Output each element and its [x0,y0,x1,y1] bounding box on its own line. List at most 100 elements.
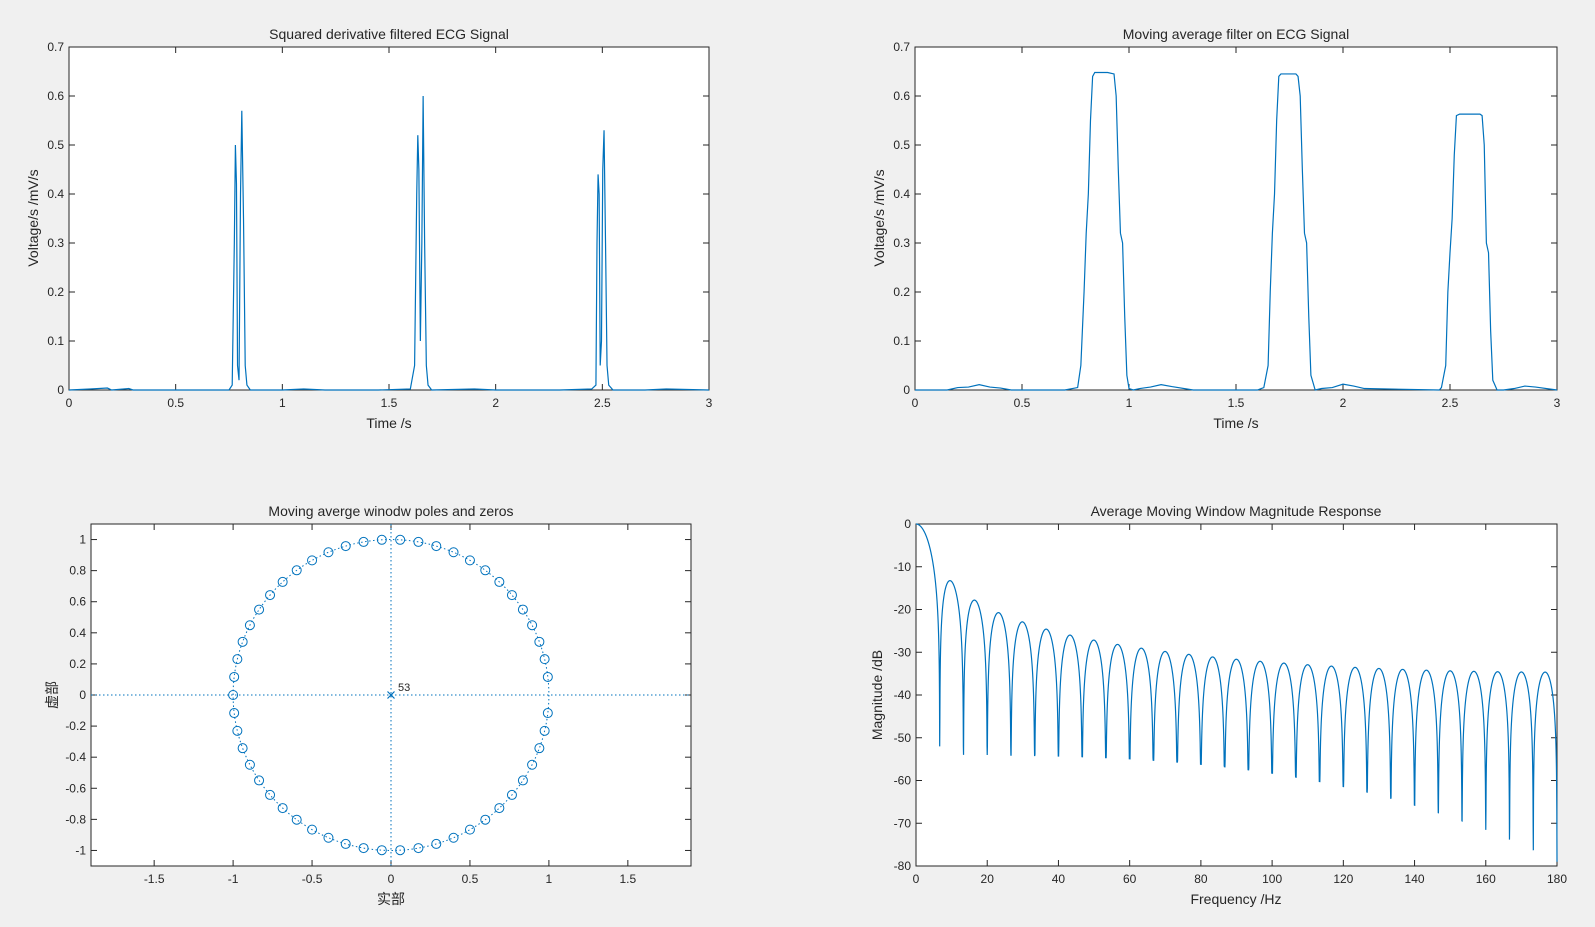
y-tick-label: 0.2 [69,657,86,671]
zero-marker [265,789,276,800]
x-axis-label: Frequency /Hz [1190,891,1281,907]
x-tick-label: 1 [1126,396,1133,410]
zero-marker [480,565,491,576]
y-axis-label: 虚部 [44,681,60,709]
zero-marker [395,845,406,856]
zero-marker [291,565,302,576]
x-tick-label: 0 [913,872,920,886]
zero-marker [448,547,459,558]
y-tick-label: 0 [79,688,86,702]
y-tick-label: -80 [894,859,912,873]
y-axis-label: Magnitude /dB [869,650,885,740]
x-axis-label: Time /s [366,415,411,431]
y-tick-label: 0 [903,383,910,397]
zero-marker [527,620,538,631]
zero-marker [254,775,265,786]
y-tick-label: 0.6 [69,595,86,609]
y-tick-label: 0.4 [47,187,64,201]
y-tick-label: 0.3 [47,236,64,250]
x-axis-label: Time /s [1213,415,1258,431]
axes-box [68,46,710,391]
zero-marker [323,832,334,843]
zero-marker [232,725,243,736]
y-tick-label: 0.6 [47,89,64,103]
chart-title: Average Moving Window Magnitude Response [1091,503,1382,519]
axes-box [915,523,1558,867]
x-tick-label: 0.5 [167,396,184,410]
tick-group: 0 0.5 1 1.5 2 2.5 3 0 0.1 0.2 0.3 0.4 0.5 0.6 0.7 [893,40,1560,410]
y-tick-label: -0.4 [65,750,86,764]
y-tick-label: 0.5 [47,138,64,152]
zero-marker [229,671,240,682]
plot-area [916,523,1558,862]
y-tick-label: -20 [894,603,912,617]
zero-marker [340,838,351,849]
zero-marker [506,789,517,800]
x-tick-label: 1 [546,872,553,886]
x-tick-label: 0.5 [462,872,479,886]
subplot-moving-average: Moving average filter on ECG Signal Time… [871,26,1561,431]
zero-marker [307,824,318,835]
zero-marker [340,541,351,552]
tick-group: 0 0.5 1 1.5 2 2.5 3 0 0.1 0.2 0.3 0.4 0.5 0.6 0.7 [47,40,712,410]
x-tick-label: 180 [1547,872,1567,886]
zero-marker [506,590,517,601]
x-tick-label: 1.5 [1228,396,1245,410]
x-tick-label: 0.5 [1014,396,1031,410]
x-tick-label: 1.5 [381,396,398,410]
zero-marker [376,534,387,545]
x-tick-label: 2 [1340,396,1347,410]
x-tick-label: 120 [1333,872,1353,886]
series-line [915,71,1558,391]
y-tick-label: -40 [894,688,912,702]
y-tick-label: -50 [894,731,912,745]
x-tick-label: 3 [1554,396,1561,410]
subplot-pole-zero: Moving averge winodw poles and zeros 实部 … [44,503,692,907]
y-tick-label: 0.3 [893,236,910,250]
zero-marker [448,832,459,843]
tick-group: 0 20 40 60 80 100 120 140 160 180 -80 -70 -60 -50 -40 -… [894,517,1568,886]
plot-area [91,524,691,866]
zero-marker [539,654,550,665]
y-tick-label: 0.2 [47,285,64,299]
zero-marker [265,590,276,601]
y-tick-label: 0.2 [893,285,910,299]
y-tick-label: -60 [894,774,912,788]
y-tick-label: 0.4 [69,626,86,640]
zero-marker [542,671,553,682]
zero-marker [395,534,406,545]
y-tick-label: -1 [75,843,86,857]
zero-marker [431,838,442,849]
x-tick-label: 1.5 [619,872,636,886]
x-tick-label: -1 [228,872,239,886]
x-tick-label: 100 [1262,872,1282,886]
subplot-squared-derivative: Squared derivative filtered ECG Signal T… [25,26,713,431]
x-axis-label: 实部 [377,891,405,907]
y-tick-label: 0.6 [893,89,910,103]
subplot-magnitude-response: Average Moving Window Magnitude Response… [869,503,1567,907]
zero-marker [237,636,248,647]
x-tick-label: 80 [1194,872,1208,886]
x-tick-label: 2 [492,396,499,410]
y-tick-label: 0.8 [69,564,86,578]
y-tick-label: -70 [894,816,912,830]
chart-title: Squared derivative filtered ECG Signal [269,26,509,42]
y-tick-label: -0.2 [65,719,86,733]
unit-circle [232,539,550,851]
x-tick-label: 140 [1405,872,1425,886]
x-tick-label: 60 [1123,872,1137,886]
plot-area [68,95,710,391]
y-axis-label: Voltage/s /mV/s [25,169,41,266]
axes-box [914,46,1558,391]
y-tick-label: 0 [904,517,911,531]
zero-marker [323,547,334,558]
zero-marker [277,803,288,814]
zero-marker [431,541,442,552]
series-line [916,523,1558,862]
zero-marker [517,604,528,615]
y-tick-label: 0.4 [893,187,910,201]
x-tick-label: 0 [388,872,395,886]
y-tick-label: 0.5 [893,138,910,152]
x-tick-label: -1.5 [144,872,165,886]
tick-group: -1.5 -1 -0.5 0 0.5 1 1.5 -1 -0.8 -0.6 -0.4 -0.2 0 0.2… [65,524,691,886]
